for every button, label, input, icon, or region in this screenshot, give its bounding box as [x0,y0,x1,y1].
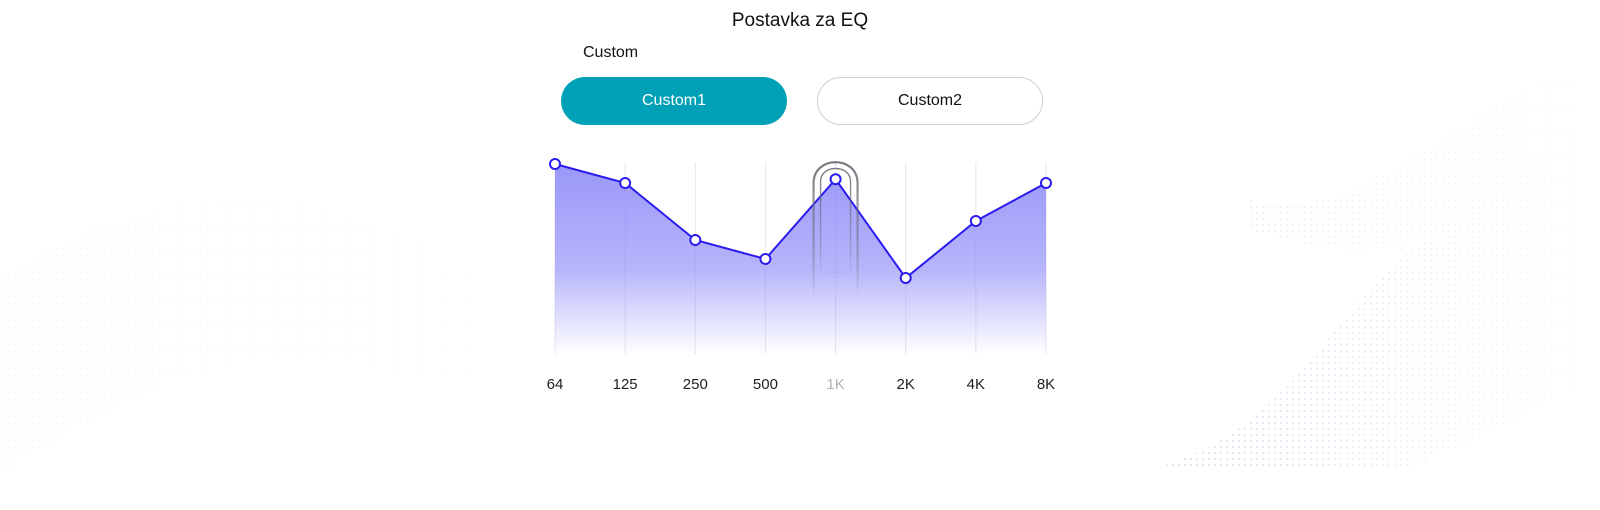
page-title: Postavka za EQ [731,10,869,31]
eq-band-handle-4k[interactable] [969,215,982,227]
eq-band-label-500: 500 [753,376,778,393]
preset-custom1-button[interactable]: Custom1 [561,77,787,125]
eq-band-label-2k: 2K [897,376,915,393]
finger-touch-icon [812,161,859,300]
eq-curve-fill [555,164,1046,354]
eq-band-label-8k: 8K [1037,376,1055,393]
eq-band-handle-64[interactable] [549,158,561,170]
eq-band-handle-8k[interactable] [1040,177,1052,189]
eq-band-label-1k: 1K [826,376,844,393]
eq-curve-line [554,163,1047,280]
eq-band-label-4k: 4K [967,376,985,393]
eq-band-handle-500[interactable] [759,253,772,265]
eq-band-handle-2k[interactable] [899,272,912,284]
preset-section-label: Custom [583,44,639,61]
eq-band-label-250: 250 [683,376,708,393]
eq-band-label-125: 125 [613,376,638,393]
eq-band-label-64: 64 [547,376,564,393]
eq-band-handle-250[interactable] [689,234,702,246]
eq-band-handle-1k[interactable] [829,173,842,186]
eq-band-handle-125[interactable] [619,177,632,189]
preset-custom2-button[interactable]: Custom2 [817,77,1043,125]
